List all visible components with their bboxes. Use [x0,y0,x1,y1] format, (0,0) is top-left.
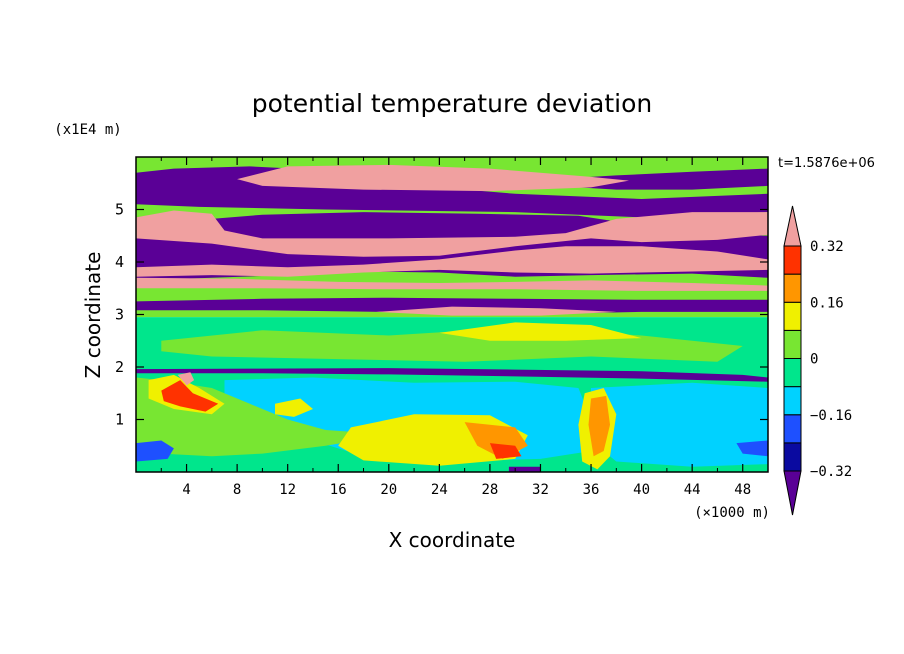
colorbar-label: 0 [810,352,818,368]
y-tick-label: 2 [115,358,124,376]
contour-region-9 [376,306,617,316]
x-tick-label: 16 [330,482,347,498]
colorbar-label: −0.32 [810,464,852,480]
y-tick-label: 5 [115,201,124,219]
contour-field [136,157,768,472]
x-tick-label: 44 [684,482,701,498]
colorbar-bin [783,329,802,359]
x-unit-label: (×1000 m) [694,505,770,521]
x-axis: 4 8 12 16 20 24 28 32 36 40 44 48 [160,157,751,498]
contour-region-3 [237,164,629,192]
contour-region-7 [136,277,768,291]
contour-region-28 [508,466,541,472]
x-tick-label: 28 [481,482,498,498]
x-tick-label: 32 [532,482,549,498]
x-tick-label: 20 [380,482,397,498]
colorbar-extend-bottom [783,470,802,516]
x-tick-label: 8 [233,482,241,498]
contour-region-19 [489,443,522,459]
y-tick-label: 4 [115,253,124,271]
colorbar-bin [783,358,802,388]
y-tick-label: 1 [115,411,124,429]
contour-region-24 [177,372,195,386]
contour-region-6 [136,246,768,277]
x-tick-label: 40 [633,482,650,498]
time-label: t=1.5876e+06 [778,156,875,171]
contour-region-23 [161,380,219,412]
x-tick-label: 24 [431,482,448,498]
contour-region-8 [136,297,768,315]
colorbar-bin [783,386,802,416]
x-tick-label: 48 [734,482,751,498]
x-tick-label: 12 [279,482,296,498]
colorbar-bin [783,245,802,275]
contour-region-21 [588,395,610,457]
contour-region-12 [439,322,642,341]
contour-region-5 [136,210,768,257]
x-axis-title: X coordinate [389,528,516,552]
y-tick-label: 3 [115,306,124,324]
chart-title: potential temperature deviation [252,89,652,118]
contour-region-27 [275,398,313,417]
x-tick-label: 36 [583,482,600,498]
y-unit-label: (x1E4 m) [54,122,121,138]
contour-region-13 [136,368,768,382]
colorbar-label: 0.32 [810,239,844,255]
colorbar-bin [783,442,802,472]
colorbar: 0.32 0.16 0 −0.16 −0.32 [783,205,852,516]
colorbar-label: −0.16 [810,408,852,424]
contour-region-25 [136,440,174,462]
y-axis: 1 2 3 4 5 [115,201,768,429]
contour-region-26 [736,440,768,457]
colorbar-extend-top [783,205,802,247]
contour-region-15 [591,382,768,467]
colorbar-label: 0.16 [810,295,844,311]
colorbar-bin [783,273,802,303]
colorbar-bin [783,414,802,444]
x-tick-label: 4 [182,482,190,498]
y-axis-title: Z coordinate [81,252,105,379]
colorbar-bin [783,301,802,331]
